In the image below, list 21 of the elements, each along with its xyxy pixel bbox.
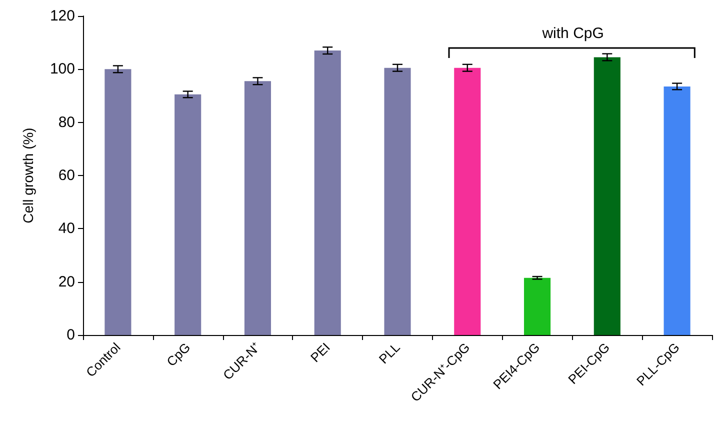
y-tick-label: 100 [50,60,75,78]
y-tick-label: 120 [50,8,75,24]
bar [174,94,202,335]
y-tick-label: 20 [58,273,75,290]
bar [594,57,620,335]
x-tick-label: CpG [164,340,194,370]
x-tick-label: PEI [308,340,333,366]
y-tick-label: 80 [58,114,75,131]
y-tick-label: 0 [66,326,75,344]
bar [454,68,481,335]
bar [314,50,341,335]
x-tick-label: PLL [376,340,403,367]
bar [104,69,132,335]
bar [524,278,551,335]
y-axis-title: Cell growth (%) [20,128,36,224]
bar [244,81,271,335]
annotation: with CpG [541,25,604,42]
y-tick-label: 60 [58,167,75,184]
bar [384,68,411,335]
bar [664,86,690,335]
y-tick-label: 40 [58,220,75,238]
